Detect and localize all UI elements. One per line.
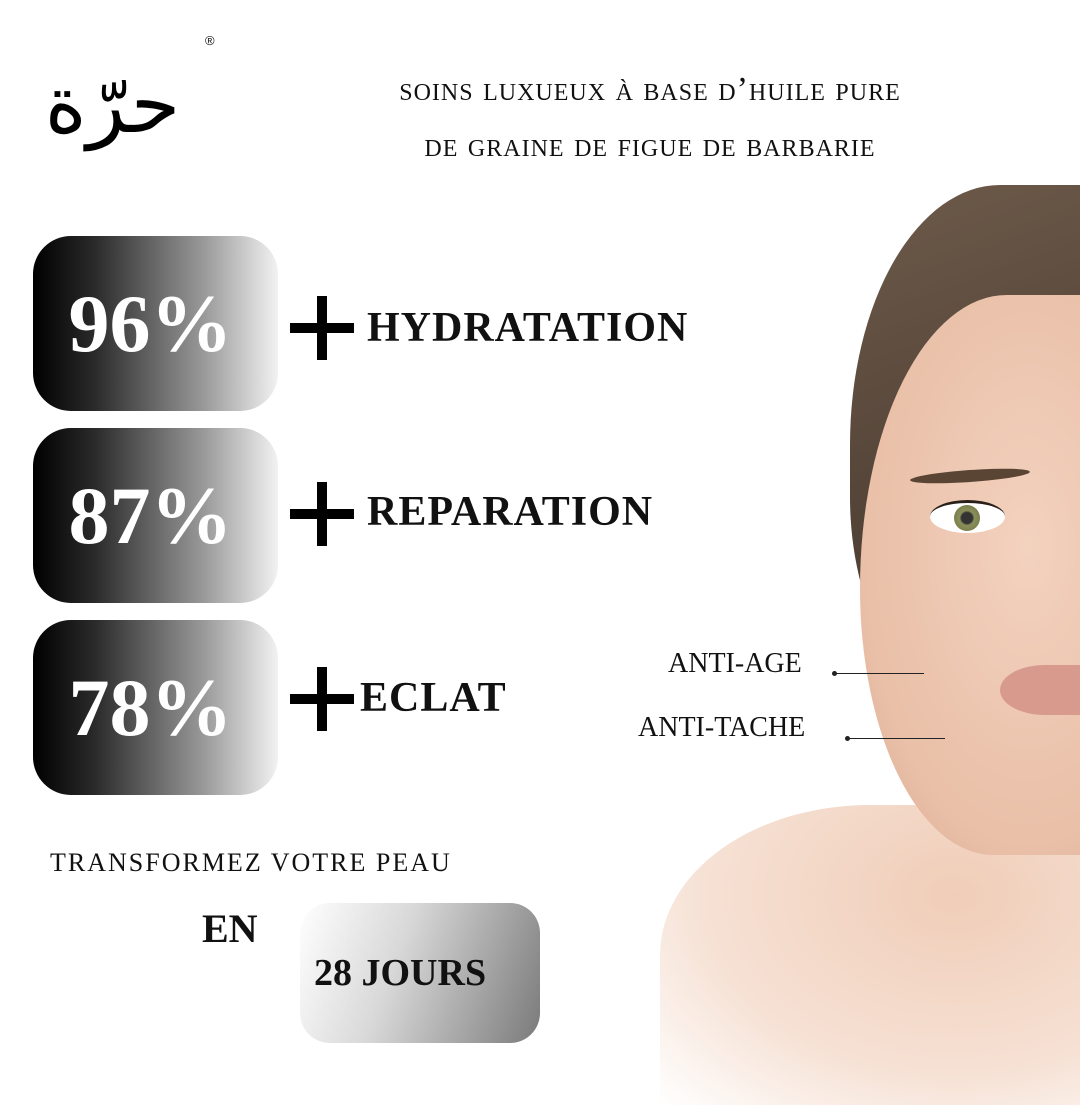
stat-percent: 96% <box>68 277 233 369</box>
callout-line <box>847 738 945 739</box>
stat-badge-reparation: 87% <box>33 428 278 603</box>
callout-anti-age: ANTI-AGE <box>668 648 802 679</box>
stat-badge-eclat: 78% <box>33 620 278 795</box>
stat-percent: 87% <box>68 469 233 561</box>
model-face-photo <box>560 185 1080 1105</box>
stat-badge-hydratation: 96% <box>33 236 278 411</box>
cta-line: TRANSFORMEZ VOTRE PEAU <box>50 848 452 877</box>
headline-line-2: DE GRAINE DE FIGUE DE BARBARIE <box>424 127 876 164</box>
duration-text: 28 JOURS <box>314 952 487 994</box>
headline-line-1: SOINS LUXUEUX À BASE D’HUILE PURE <box>399 71 901 108</box>
plus-icon <box>290 482 354 546</box>
callout-anti-tache: ANTI-TACHE <box>638 712 806 743</box>
cta-en: EN <box>202 906 258 951</box>
stat-benefit: HYDRATATION <box>367 305 689 351</box>
stat-benefit: REPARATION <box>367 489 654 535</box>
brand-logo: حرّة <box>44 58 181 151</box>
plus-icon <box>290 296 354 360</box>
duration-badge: 28 JOURS <box>300 903 540 1043</box>
plus-icon <box>290 667 354 731</box>
stat-percent: 78% <box>68 661 233 753</box>
headline: SOINS LUXUEUX À BASE D’HUILE PURE DE GRA… <box>240 62 1060 174</box>
stat-benefit: ECLAT <box>360 675 507 721</box>
callout-line <box>834 673 924 674</box>
registered-mark: ® <box>205 33 215 48</box>
